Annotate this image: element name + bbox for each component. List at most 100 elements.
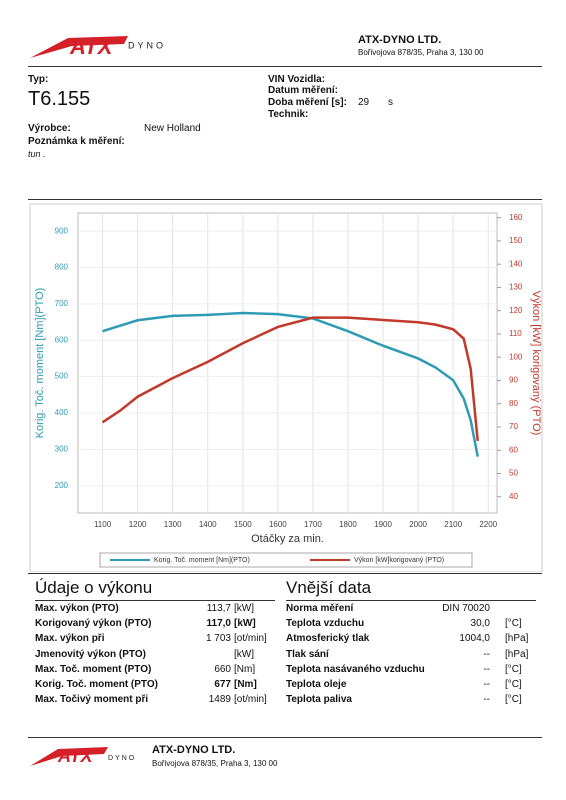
legend-label: Výkon [kW]korigovaný (PTO) xyxy=(354,557,444,564)
logo-swoosh xyxy=(30,747,108,766)
y-tick-label: 500 xyxy=(55,372,69,381)
row-label: Korigovaný výkon (PTO) xyxy=(35,618,152,630)
logo-sub: DYNO xyxy=(128,40,166,50)
x-tick-label: 1900 xyxy=(374,520,392,529)
row-label: Tlak sání xyxy=(286,648,329,660)
logo-sub: DYNO xyxy=(108,755,136,762)
row-label: Korig. Toč. moment (PTO) xyxy=(35,679,158,690)
row-unit: [Nm] xyxy=(234,679,257,690)
section-title: Údaje o výkonu xyxy=(35,578,153,597)
row-value: 30,0 xyxy=(470,618,490,630)
x-tick-label: 2100 xyxy=(444,520,462,529)
row-label: Max. Točivý moment při xyxy=(35,694,149,706)
row-unit: [kW] xyxy=(234,648,254,660)
row-value: DIN 70020 xyxy=(442,603,490,614)
y-tick-label: 700 xyxy=(55,299,69,308)
plot-area xyxy=(77,212,498,514)
y2-tick-label: 160 xyxy=(509,213,523,222)
logo-swoosh xyxy=(30,36,128,58)
y-tick-label: 300 xyxy=(55,444,69,453)
row-unit: [kW] xyxy=(234,603,254,614)
x-tick-label: 1400 xyxy=(199,520,217,529)
label: Doba měření [s]: xyxy=(268,97,347,108)
y2-axis-title: Výkon [kW] korigovaný (PTO) xyxy=(530,291,542,436)
label: Technik: xyxy=(268,109,309,120)
y2-tick-label: 140 xyxy=(509,259,523,268)
y2-tick-label: 90 xyxy=(509,376,518,385)
y2-tick-label: 50 xyxy=(509,469,518,478)
x-tick-label: 1300 xyxy=(164,520,182,529)
row-unit: [hPa] xyxy=(505,633,529,645)
row-label: Max. výkon při xyxy=(35,633,105,645)
y2-tick-label: 40 xyxy=(509,492,518,501)
x-tick-label: 2200 xyxy=(479,520,497,529)
y2-tick-label: 110 xyxy=(509,329,522,338)
row-value: 117,0 xyxy=(206,618,231,630)
unit: s xyxy=(388,97,393,108)
row-value: -- xyxy=(483,694,490,706)
row-value: 660 xyxy=(214,663,231,675)
row-unit: [ot/min] xyxy=(234,694,267,706)
chart: 1100 1200 1300 1400 1500 1600 1700 1800 1900 2000… xyxy=(29,203,543,572)
y-tick-label: 200 xyxy=(55,481,69,490)
label: Poznámka k měření: xyxy=(28,136,125,147)
address: Bořivojova 878/35, Praha 3, 130 00 xyxy=(152,759,278,768)
rule xyxy=(35,600,275,601)
rule xyxy=(28,737,542,738)
legend-label: Korig. Toč. moment [Nm](PTO) xyxy=(154,557,250,564)
row-unit: [ot/min] xyxy=(234,633,267,645)
row-label: Atmosferický tlak xyxy=(286,633,370,645)
row-label: Max. Toč. moment (PTO) xyxy=(35,663,152,675)
company: ATX-DYNO LTD. xyxy=(358,34,442,46)
label: VIN Vozidla: xyxy=(268,74,326,85)
row-unit: [kW] xyxy=(234,618,256,630)
rule xyxy=(28,199,542,200)
chart-frame xyxy=(29,203,543,572)
row-label: Teplota paliva xyxy=(286,694,352,706)
y2-tick-label: 60 xyxy=(509,445,518,454)
y2-tick-label: 80 xyxy=(509,399,518,408)
rule xyxy=(28,66,542,67)
row-unit: [°C] xyxy=(505,679,522,690)
y-axis-title: Korig. Toč. moment [Nm](PTO) xyxy=(34,288,46,439)
row-value: 113,7 xyxy=(206,603,231,614)
y-tick-label: 800 xyxy=(55,263,69,272)
row-unit: [°C] xyxy=(505,618,522,630)
row-unit: [°C] xyxy=(505,694,522,706)
rule xyxy=(28,573,542,574)
row-value: 677 xyxy=(214,679,231,690)
row-label: Teplota nasávaného vzduchu xyxy=(286,663,425,675)
logo-text: ATX xyxy=(69,34,114,59)
y2-tick-label: 150 xyxy=(509,236,523,245)
logo: ATX DYNO xyxy=(30,746,136,766)
series-line xyxy=(102,311,479,457)
y-tick-label: 600 xyxy=(55,335,69,344)
row-label: Jmenovitý výkon (PTO) xyxy=(35,648,146,660)
row-label: Max. výkon (PTO) xyxy=(35,603,119,614)
section-title: Vnější data xyxy=(286,578,372,597)
row-label: Norma měření xyxy=(286,603,354,614)
y2-tick-label: 70 xyxy=(509,422,518,431)
value: New Holland xyxy=(144,123,201,134)
y2-tick-label: 130 xyxy=(509,283,523,292)
y-tick-label: 400 xyxy=(55,408,69,417)
label: Datum měření: xyxy=(268,85,339,96)
value: tun . xyxy=(28,149,46,159)
legend xyxy=(99,552,473,568)
address: Bořivojova 878/35, Praha 3, 130 00 xyxy=(358,48,484,57)
y2-tick-label: 120 xyxy=(509,306,523,315)
x-tick-label: 1800 xyxy=(339,520,357,529)
row-label: Teplota vzduchu xyxy=(286,618,365,630)
x-axis-title: Otáčky za min. xyxy=(251,533,324,545)
label: Typ: xyxy=(28,74,49,85)
x-tick-label: 1100 xyxy=(94,520,112,529)
row-value: -- xyxy=(483,679,490,690)
logo: ATX DYNO xyxy=(30,34,166,59)
row-value: 1 703 xyxy=(205,633,231,645)
row-label: Teplota oleje xyxy=(286,679,347,690)
x-tick-label: 1200 xyxy=(129,520,147,529)
row-value: -- xyxy=(483,663,490,675)
x-tick-label: 1600 xyxy=(269,520,287,529)
y2-tick-label: 100 xyxy=(509,352,523,361)
